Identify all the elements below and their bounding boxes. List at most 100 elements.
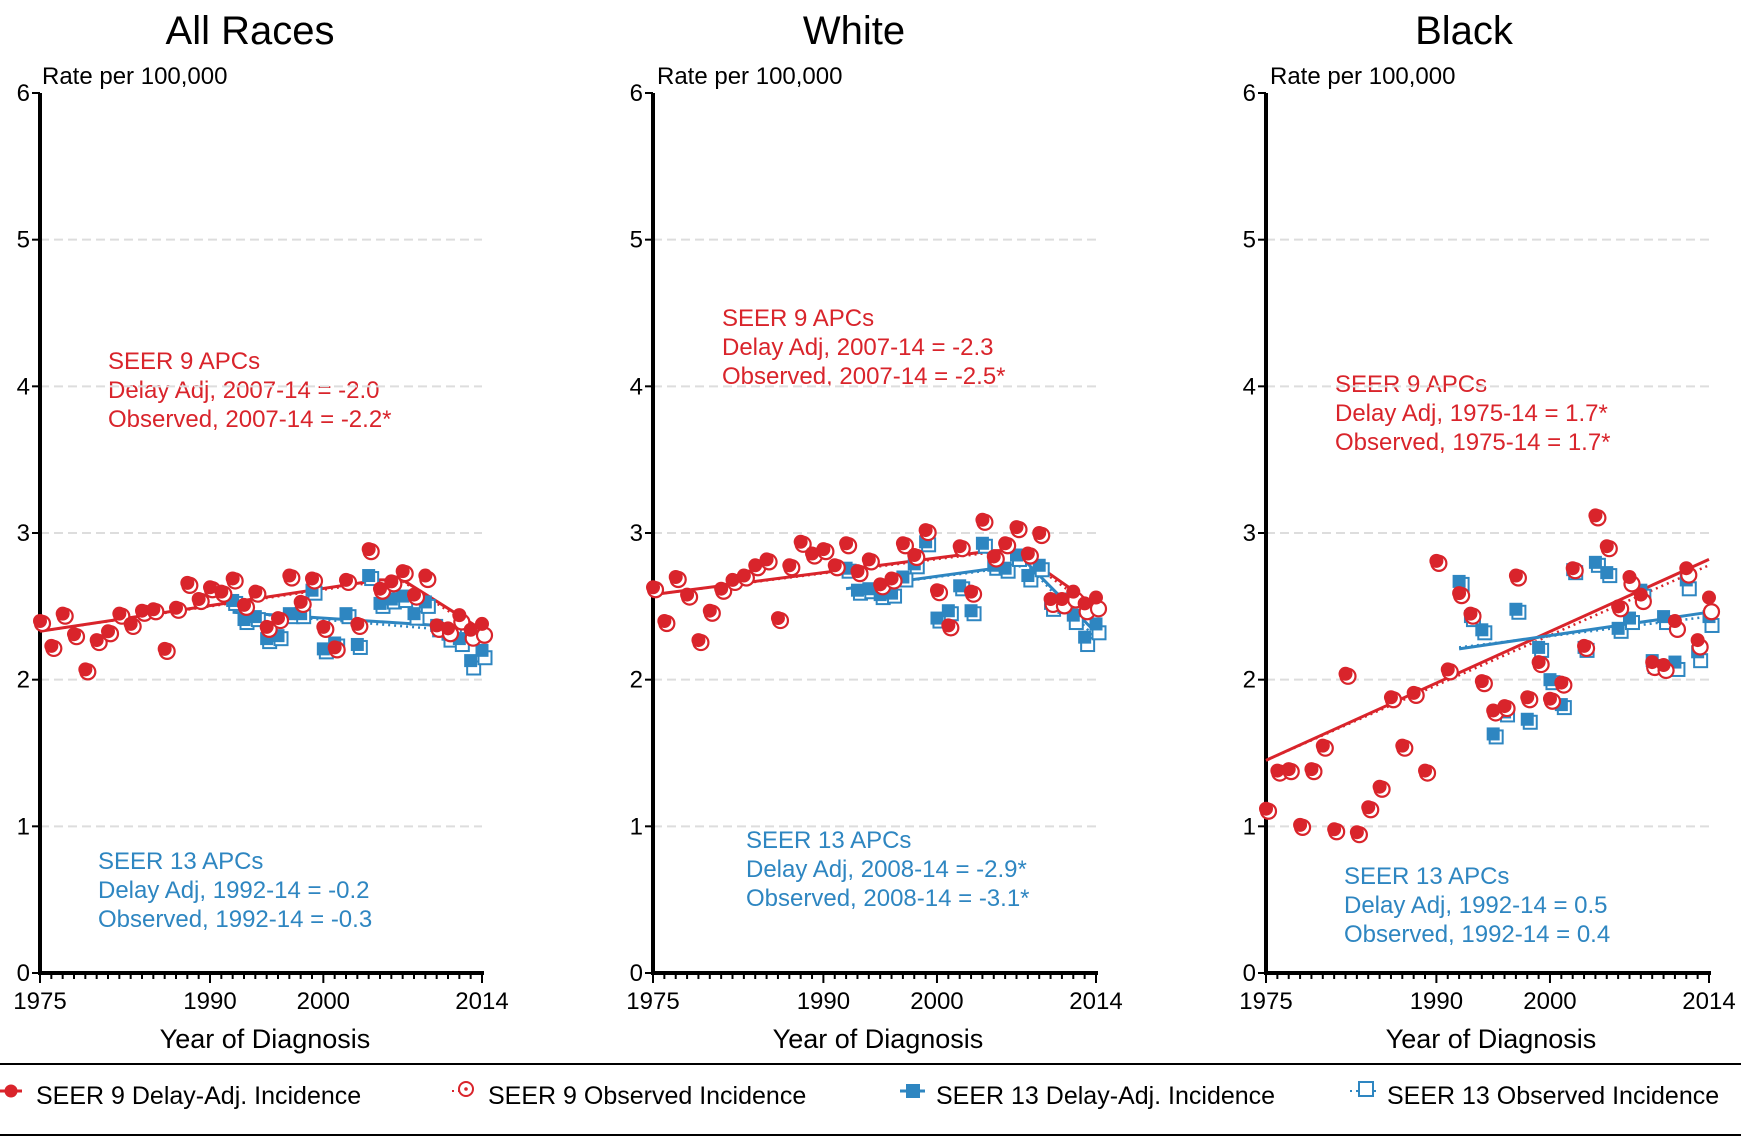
point-seer9-delay-adj	[1599, 539, 1614, 554]
legend-label: SEER 13 Delay-Adj. Incidence	[936, 1082, 1275, 1110]
point-seer9-delay-adj	[1338, 666, 1353, 681]
point-seer13-delay-adj	[373, 596, 387, 610]
x-tick-label: 2000	[910, 988, 963, 1015]
point-seer9-delay-adj	[157, 641, 172, 656]
plot-area-1: 0 1 2 3 4 5 6 1975 1990 2000 2014	[626, 80, 1122, 1015]
point-seer9-delay-adj	[1577, 638, 1592, 653]
panel-title: White	[803, 9, 905, 53]
point-seer9-delay-adj	[1304, 762, 1319, 777]
point-seer9-delay-adj	[33, 614, 47, 628]
point-seer9-delay-adj	[1270, 763, 1285, 778]
point-seer13-delay-adj	[1532, 640, 1546, 654]
point-seer9-delay-adj	[293, 594, 308, 609]
point-seer9-delay-adj	[1032, 526, 1047, 540]
point-seer9-delay-adj	[1418, 763, 1433, 778]
point-seer9-delay-adj	[214, 584, 229, 599]
y-axis-label: Rate per 100,000	[657, 63, 842, 90]
point-seer13-delay-adj	[1078, 630, 1092, 644]
filled-square-line-icon	[900, 1084, 925, 1098]
seer9-apc-annotation: SEER 9 APCs Delay Adj, 2007-14 = -2.0 Ob…	[108, 348, 392, 433]
point-seer9-delay-adj	[350, 616, 365, 631]
point-seer9-delay-adj	[827, 558, 842, 573]
y-tick-label: 5	[17, 227, 30, 254]
y-tick-label: 4	[1243, 373, 1256, 400]
point-seer9-delay-adj	[816, 542, 831, 557]
point-seer9-delay-adj	[1349, 825, 1364, 840]
x-tick-label: 1990	[797, 988, 850, 1015]
point-seer9-delay-adj	[1554, 675, 1569, 690]
y-tick-label: 1	[1243, 813, 1256, 840]
seer13-apc-observed: Observed, 1992-14 = 0.4	[1344, 921, 1610, 948]
point-seer9-observed	[1702, 603, 1721, 621]
point-seer9-delay-adj	[1009, 520, 1024, 535]
x-tick-label: 2014	[455, 988, 508, 1015]
point-seer13-delay-adj	[953, 579, 967, 593]
legend-item-seer13-delay: SEER 13 Delay-Adj. Incidence	[900, 1082, 1275, 1110]
y-tick-label: 3	[630, 520, 643, 547]
seer9-apc-heading: SEER 9 APCs	[108, 348, 260, 375]
y-tick-label: 4	[630, 373, 643, 400]
seer9-apc-annotation: SEER 9 APCs Delay Adj, 1975-14 = 1.7* Ob…	[1335, 371, 1611, 456]
point-seer9-delay-adj	[1440, 662, 1455, 677]
point-seer9-delay-adj	[203, 580, 217, 595]
point-seer9-delay-adj	[418, 568, 433, 583]
point-seer9-delay-adj	[998, 536, 1013, 551]
y-tick-label: 0	[17, 960, 30, 987]
point-seer9-delay-adj	[1565, 561, 1580, 576]
point-seer9-delay-adj	[180, 575, 195, 590]
point-seer13-delay-adj	[1021, 569, 1035, 583]
legend-item-seer9-observed: SEER 9 Observed Incidence	[452, 1081, 806, 1110]
point-seer9-delay-adj	[1281, 762, 1296, 777]
point-seer9-delay-adj	[1486, 703, 1501, 718]
seer9-apc-annotation: SEER 9 APCs Delay Adj, 2007-14 = -2.3 Ob…	[722, 305, 1006, 390]
seer13-apc-delay: Delay Adj, 2008-14 = -2.9*	[746, 856, 1027, 883]
point-seer9-delay-adj	[657, 614, 672, 628]
point-seer9-delay-adj	[646, 580, 660, 595]
point-seer9-delay-adj	[850, 564, 865, 579]
point-seer9-delay-adj	[327, 640, 342, 655]
point-seer13-delay-adj	[1486, 727, 1500, 741]
point-seer9-delay-adj	[373, 581, 387, 596]
point-seer13-delay-adj	[862, 582, 876, 596]
legend: SEER 9 Delay-Adj. Incidence SEER 9 Obser…	[0, 1081, 1719, 1110]
point-seer9-delay-adj	[929, 583, 944, 598]
seer13-apc-observed: Observed, 2008-14 = -3.1*	[746, 885, 1030, 912]
y-tick-label: 3	[17, 520, 30, 547]
point-seer9-delay-adj	[463, 622, 478, 637]
point-seer13-delay-adj	[362, 569, 376, 583]
seer13-apc-observed: Observed, 1992-14 = -0.3	[98, 906, 372, 933]
point-seer9-delay-adj	[259, 619, 274, 634]
point-seer13-delay-adj	[316, 642, 330, 656]
point-seer9-delay-adj	[305, 571, 319, 586]
point-seer9-delay-adj	[361, 542, 376, 557]
point-seer9-delay-adj	[475, 616, 489, 631]
panel-all-races: All Races Rate per 100,000 Year of Diagn…	[42, 9, 392, 1054]
point-seer9-delay-adj	[1395, 738, 1410, 753]
seer13-apc-heading: SEER 13 APCs	[746, 827, 911, 854]
panel-white: White Rate per 100,000 Year of Diagnosis…	[657, 9, 1030, 1054]
point-seer9-delay-adj	[702, 603, 717, 618]
point-seer9-delay-adj	[1361, 800, 1376, 815]
seer13-apc-delay: Delay Adj, 1992-14 = -0.2	[98, 877, 370, 904]
legend-label: SEER 9 Observed Incidence	[488, 1082, 806, 1110]
point-seer13-delay-adj	[339, 607, 353, 621]
point-seer13-delay-adj	[396, 589, 410, 603]
legend-item-seer9-delay: SEER 9 Delay-Adj. Incidence	[0, 1082, 361, 1110]
point-seer9-delay-adj	[339, 572, 353, 587]
legend-label: SEER 13 Observed Incidence	[1387, 1082, 1719, 1110]
x-tick-label: 1975	[1239, 988, 1292, 1015]
y-tick-label: 2	[1243, 667, 1256, 694]
seer9-apc-heading: SEER 9 APCs	[1335, 371, 1487, 398]
point-seer9-delay-adj	[1474, 674, 1489, 689]
point-seer9-delay-adj	[964, 584, 979, 599]
legend-label: SEER 9 Delay-Adj. Incidence	[36, 1082, 361, 1110]
point-seer9-delay-adj	[1679, 561, 1694, 576]
y-tick-label: 6	[1243, 80, 1256, 107]
seer9-apc-heading: SEER 9 APCs	[722, 305, 874, 332]
point-seer13-delay-adj	[1657, 610, 1671, 624]
point-seer9-delay-adj	[135, 603, 149, 618]
point-seer9-delay-adj	[691, 633, 706, 648]
point-seer9-delay-adj	[169, 600, 183, 615]
point-seer9-delay-adj	[248, 584, 263, 599]
